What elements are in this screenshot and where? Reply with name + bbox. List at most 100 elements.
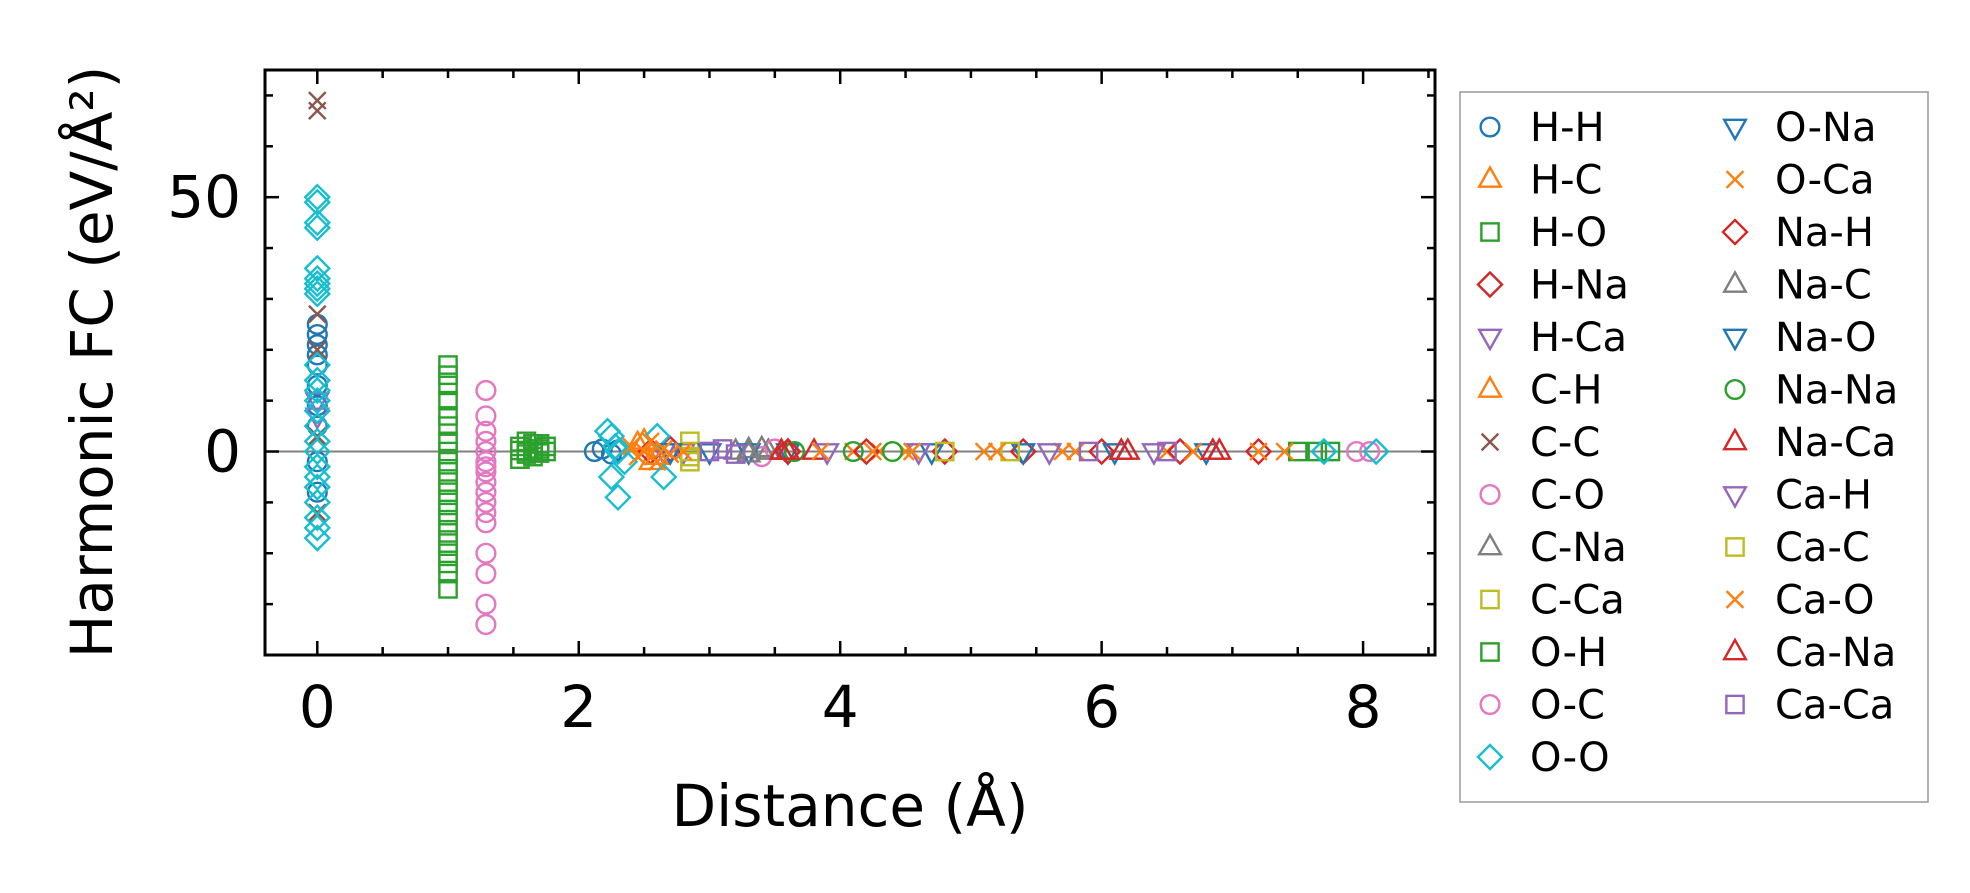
data-point [475,481,497,503]
data-point [475,502,497,524]
legend-marker [1479,693,1501,716]
data-point [597,422,626,450]
legend-marker [1722,328,1748,352]
legend-entry: Ca-Ca [1725,683,1894,729]
legend-entry: Na-C [1722,263,1872,309]
legend-label: C-Na [1530,525,1627,571]
legend: H-H H-C H-O H-Na H-Ca C-H C-C C-O C-Na C-Ca O-H O-C… [1476,105,1898,781]
legend-label: O-H [1530,630,1607,676]
x-tick-label: 4 [822,673,859,741]
data-point [842,440,864,463]
data-point [774,437,802,466]
legend-entry: H-O [1480,210,1607,256]
x-tick-label: 8 [1345,673,1382,741]
data-point [987,442,1007,461]
legend-label: Na-Ca [1775,420,1896,466]
legend-marker [1477,328,1503,352]
data-point [934,441,955,462]
data-point [647,452,667,471]
data-point [306,354,328,376]
data-point [1310,437,1338,466]
data-point [438,431,458,452]
data-point [902,442,922,461]
data-point [438,563,458,584]
x-tick-label: 0 [299,673,336,741]
series-H-O [438,355,458,599]
legend-entry: Ca-O [1725,578,1874,624]
series-C-Ca [680,431,700,472]
data-point [641,432,660,451]
legend-entry: O-H [1480,630,1607,676]
legend-marker [1477,375,1503,398]
legend-entry: O-C [1479,683,1605,729]
data-point [438,472,458,492]
legend-marker [1721,218,1749,246]
data-point [881,440,904,463]
legend-marker [1722,486,1748,509]
data-point [438,406,458,426]
data-point [306,344,328,366]
data-point [1307,441,1328,462]
data-point [650,463,678,491]
data-point [475,563,497,585]
legend-label: Ca-H [1775,473,1872,519]
data-point [1108,437,1135,460]
data-point [438,375,458,396]
legend-entry: O-Na [1722,105,1876,151]
data-point [475,430,497,452]
data-point [438,553,458,574]
legend-label: O-Na [1775,105,1876,151]
legend-marker [1476,743,1504,771]
data-point [475,512,497,534]
series-Ca-Na [775,437,1226,460]
legend-entry: H-Ca [1477,315,1627,361]
data-points [303,91,1390,636]
y-tick-label: 50 [167,163,241,231]
legend-label: Na-O [1775,315,1876,361]
data-point [438,441,458,462]
data-point [303,514,331,542]
data-point [475,405,497,427]
data-point [303,269,331,298]
legend-marker [1480,222,1500,242]
data-point [303,366,331,395]
legend-entry: C-H [1477,368,1602,414]
series-O-Ca [621,432,1294,471]
data-point [1087,437,1116,466]
legend-entry: O-O [1476,735,1610,781]
data-point [438,365,458,386]
legend-label: O-C [1530,683,1605,729]
data-point [303,264,331,293]
legend-marker [1722,427,1748,451]
data-point [680,451,700,472]
data-point [438,416,458,436]
series-Ca-C [934,441,1020,462]
data-point [748,434,775,458]
data-point [475,440,497,463]
legend-marker [1477,532,1503,556]
data-point [475,379,497,402]
legend-label: H-C [1530,158,1602,204]
series-C-O [475,379,497,636]
data-point [1359,440,1381,463]
legend-marker [1480,432,1500,452]
data-point [475,613,497,636]
data-point [308,427,327,446]
axis-ticks [265,70,1435,657]
legend-marker [1480,642,1500,662]
data-point [1078,441,1099,462]
series-O-C [751,438,1381,468]
data-point [610,447,639,476]
legend-entry: C-C [1480,420,1600,466]
legend-entry: Na-Na [1724,368,1898,414]
legend-label: Na-Na [1775,368,1898,414]
legend-label: Ca-Ca [1775,683,1894,729]
data-point [811,442,830,461]
series-Na-Na [783,440,904,463]
y-tick-label: 0 [204,418,241,486]
legend-marker [1725,694,1745,715]
series-H-H [306,313,629,503]
data-point [1199,437,1226,460]
legend-marker [1722,118,1748,142]
